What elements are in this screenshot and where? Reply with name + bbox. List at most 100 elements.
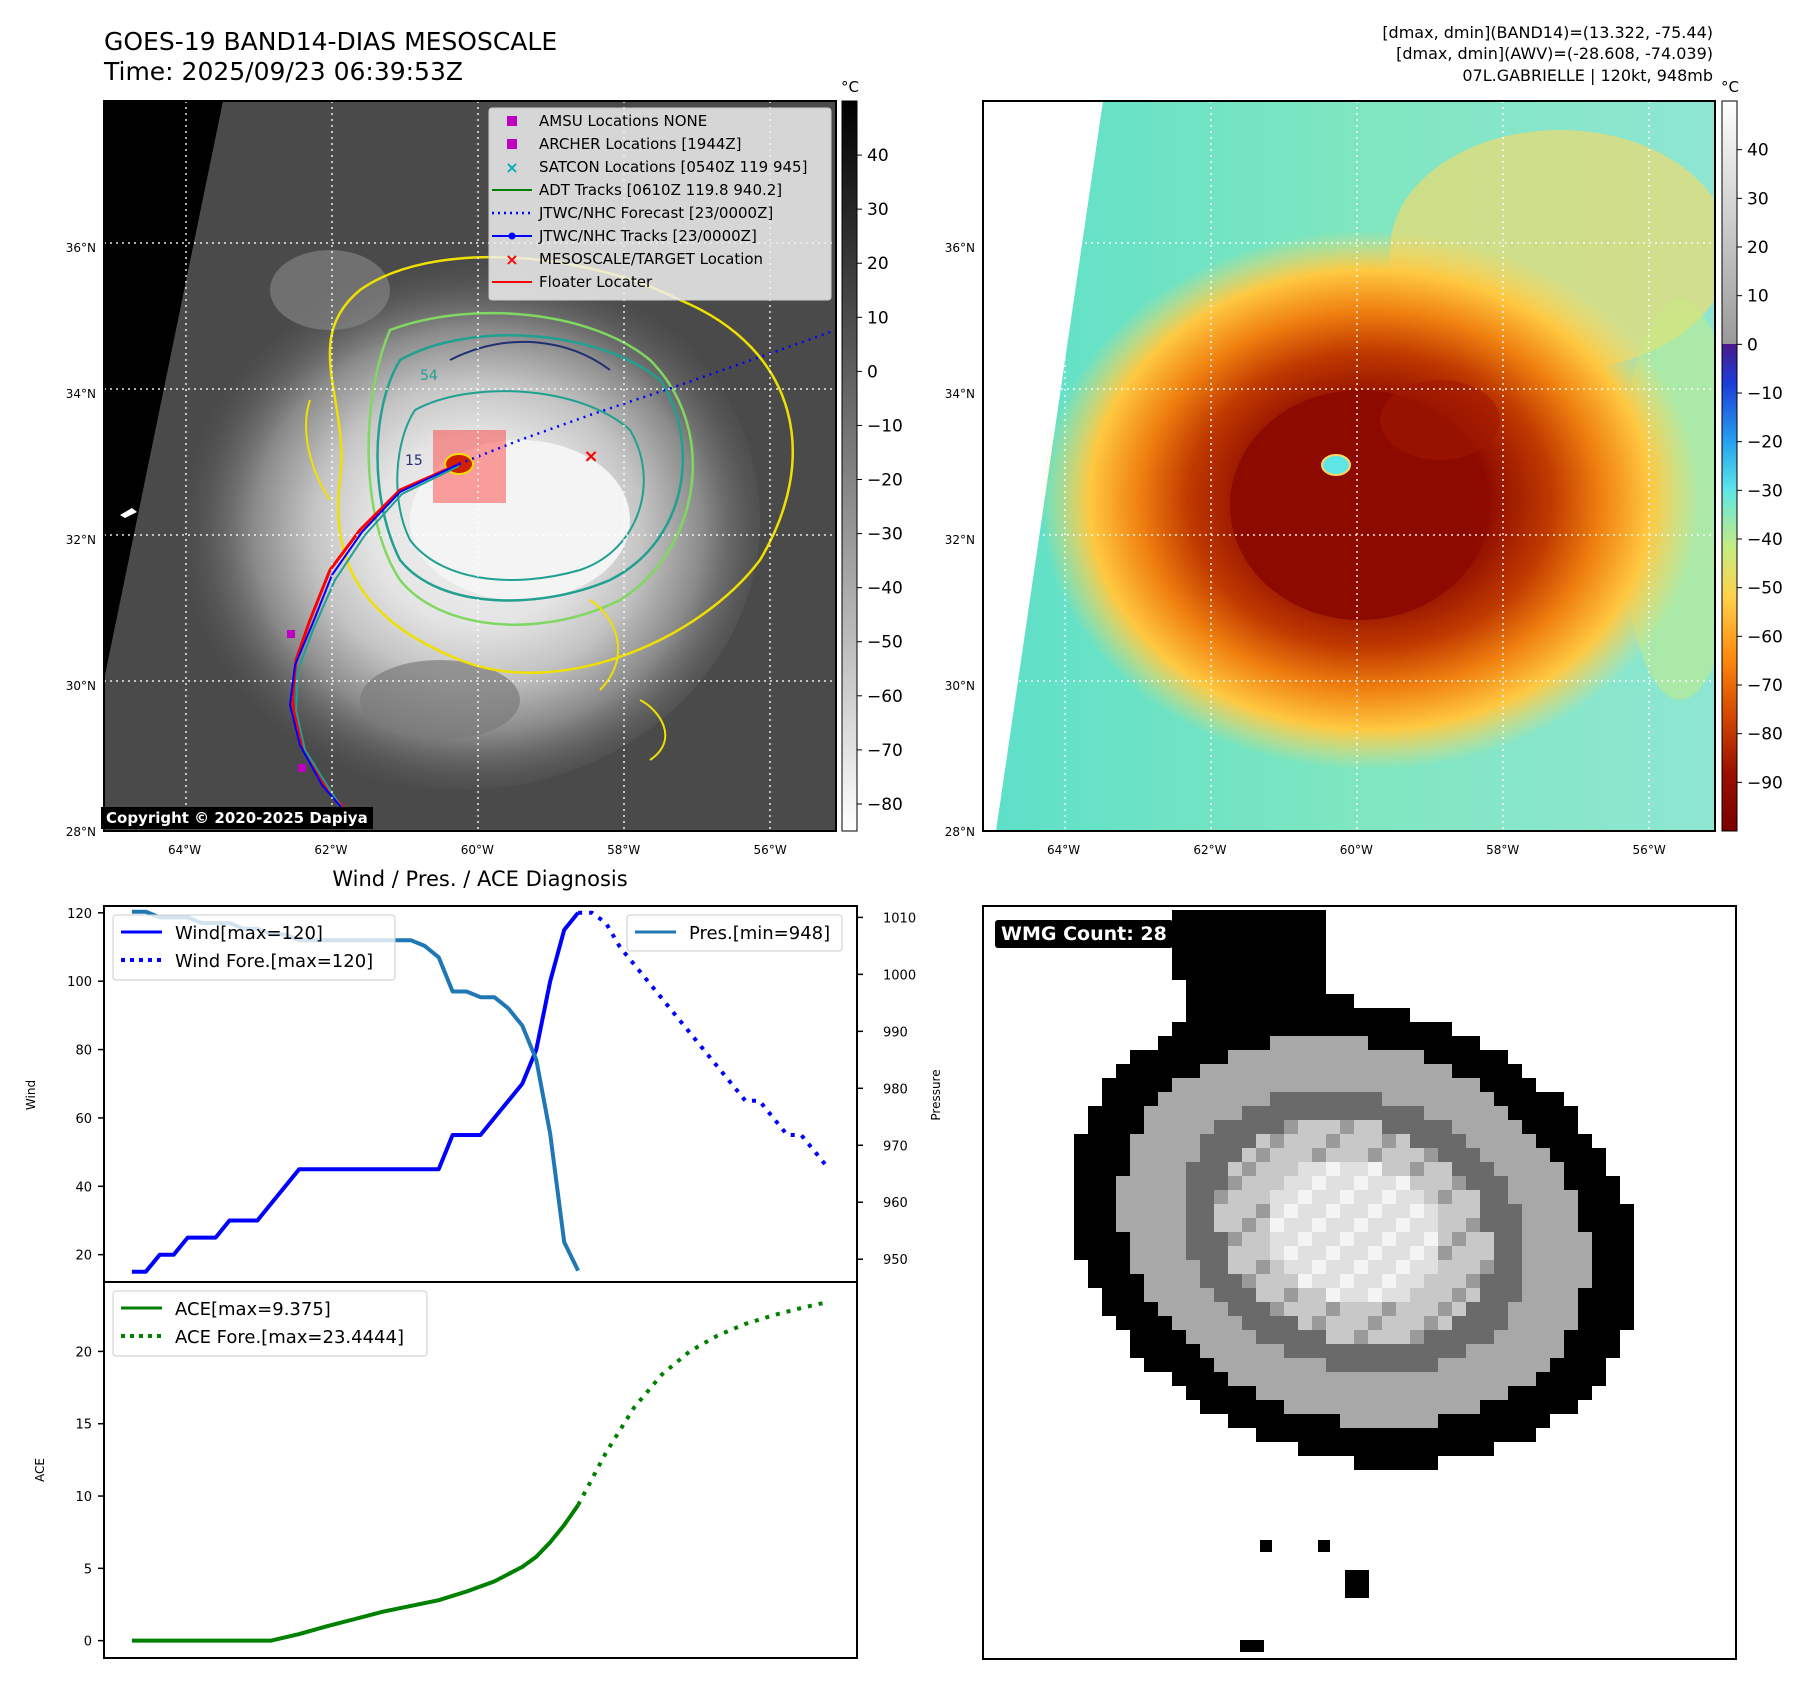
lat-tick-label: 34°N: [66, 387, 96, 401]
legend-item-label: JTWC/NHC Tracks [23/0000Z]: [538, 227, 757, 245]
series-line: [578, 910, 831, 1171]
colorbar-tick-label: −10: [1747, 384, 1783, 404]
wmg-panel: [982, 905, 1737, 1660]
y-tick-label: 60: [75, 1112, 92, 1127]
colorbar-tick-label: 40: [867, 146, 889, 166]
colorbar-tick-label: −30: [867, 525, 903, 545]
lon-tick-label: 56°W: [1633, 843, 1666, 857]
lat-tick-label: 32°N: [945, 533, 975, 547]
info-awv: [dmax, dmin](AWV)=(-28.608, -74.039): [1396, 44, 1713, 63]
map2-lat-labels: 36°N 34°N 32°N 30°N 28°N: [945, 241, 975, 839]
lon-tick-label: 62°W: [314, 843, 347, 857]
legend-item-label: MESOSCALE/TARGET Location: [539, 250, 763, 268]
legend-item-label: ARCHER Locations [1944Z]: [539, 135, 742, 153]
y-tick-label: 20: [75, 1345, 92, 1360]
lat-tick-label: 36°N: [945, 241, 975, 255]
colorbar-tick-label: −60: [1747, 627, 1783, 647]
colorbar-ir-unit: °C: [841, 78, 859, 96]
figure-title: GOES-19 BAND14-DIAS MESOSCALE: [104, 27, 557, 56]
lat-tick-label: 30°N: [66, 679, 96, 693]
y-tick-label: 15: [75, 1418, 92, 1433]
ace-fore-legend-label: ACE Fore.[max=23.4444]: [175, 1327, 404, 1348]
y-tick-label: 970: [883, 1139, 908, 1154]
colorbar-tick-label: −90: [1747, 773, 1783, 793]
ace-ylabel: ACE: [33, 1458, 47, 1482]
color-ir-panel-frame: [982, 100, 1716, 832]
y-tick-label: 990: [883, 1025, 908, 1040]
lat-tick-label: 28°N: [945, 825, 975, 839]
y-tick-label: 20: [75, 1249, 92, 1264]
legend-item-label: JTWC/NHC Forecast [23/0000Z]: [538, 204, 773, 222]
map1-lon-labels: 64°W 62°W 60°W 58°W 56°W: [168, 843, 787, 857]
svg-text:×: ×: [505, 250, 518, 269]
y-tick-label: 5: [84, 1562, 92, 1577]
colorbar-ir: °C 40 30 20 10 0 −10 −20 −30 −40 −50 −60 −70 −80: [841, 78, 903, 832]
svg-text:×: ×: [505, 158, 518, 177]
y-tick-label: 120: [67, 907, 92, 922]
figure-time: Time: 2025/09/23 06:39:53Z: [103, 57, 463, 86]
colorbar-tick-label: 20: [1747, 238, 1769, 258]
legend-item-label: SATCON Locations [0540Z 119 945]: [539, 158, 807, 176]
legend: AMSU Locations NONE ARCHER Locations [194…: [488, 107, 832, 301]
wind-legend-label: Wind[max=120]: [175, 923, 323, 944]
lon-tick-label: 56°W: [754, 843, 787, 857]
colorbar-tick-label: 30: [1747, 189, 1769, 209]
ace-legend: ACE[max=9.375] ACE Fore.[max=23.4444]: [112, 1290, 428, 1357]
colorbar-tick-label: −40: [1747, 530, 1783, 550]
lat-tick-label: 34°N: [945, 387, 975, 401]
series-line: [576, 1299, 830, 1507]
y-tick-label: 0: [84, 1635, 92, 1650]
svg-text:×: ×: [583, 446, 598, 467]
series-line: [131, 1503, 580, 1643]
lat-tick-label: 30°N: [945, 679, 975, 693]
ace-legend-label: ACE[max=9.375]: [175, 1299, 331, 1320]
y-tick-label: 80: [75, 1044, 92, 1059]
y-tick-label: 1010: [883, 911, 916, 926]
wmg-count-label: WMG Count: 28: [995, 920, 1173, 948]
colorbar-tick-label: 20: [867, 254, 889, 274]
y-tick-label: 980: [883, 1082, 908, 1097]
colorbar-tick-label: −20: [1747, 433, 1783, 453]
diag-title: Wind / Pres. / ACE Diagnosis: [332, 867, 627, 891]
colorbar-tick-label: −70: [867, 741, 903, 761]
copyright-label: Copyright © 2020-2025 Dapiya: [101, 807, 373, 829]
y-tick-label: 960: [883, 1196, 908, 1211]
lat-tick-label: 32°N: [66, 533, 96, 547]
colorbar-tick-label: −30: [1747, 481, 1783, 501]
wind-ylabel: Wind: [24, 1080, 38, 1110]
colorbar-tick-label: −50: [867, 633, 903, 653]
lon-tick-label: 58°W: [1486, 843, 1519, 857]
colorbar-tick-label: 0: [867, 362, 878, 382]
series-line: [131, 911, 580, 1274]
contour-label-54: 54: [420, 368, 438, 384]
y-tick-label: 100: [67, 975, 92, 990]
lon-tick-label: 62°W: [1193, 843, 1226, 857]
contour-label-15: 15: [405, 453, 423, 469]
colorbar-tick-label: 10: [1747, 287, 1769, 307]
legend-item-label: Floater Locater: [539, 273, 653, 291]
wind-fore-legend-label: Wind Fore.[max=120]: [175, 951, 373, 972]
colorbar-tick-label: −10: [867, 416, 903, 436]
colorbar-tick-label: −50: [1747, 579, 1783, 599]
colorbar-color-ir: °C 40 30 20 10 0 −10 −20 −30 −40 −50 −60 −70 −80 −90: [1721, 78, 1783, 832]
colorbar-tick-label: 0: [1747, 335, 1758, 355]
pressure-ylabel: Pressure: [929, 1069, 943, 1120]
y-tick-label: 950: [883, 1253, 908, 1268]
lon-tick-label: 58°W: [607, 843, 640, 857]
wind-legend: Wind[max=120] Wind Fore.[max=120]: [112, 914, 396, 981]
y-tick-label: 10: [75, 1490, 92, 1505]
y-tick-label: 1000: [883, 968, 916, 983]
ir-panel-frame: [103, 100, 837, 832]
pressure-legend: Pres.[min=948]: [626, 914, 843, 952]
map2-lon-labels: 64°W 62°W 60°W 58°W 56°W: [1047, 843, 1666, 857]
colorbar-tick-label: 10: [867, 308, 889, 328]
pressure-legend-label: Pres.[min=948]: [689, 923, 830, 944]
info-storm: 07L.GABRIELLE | 120kt, 948mb: [1462, 66, 1713, 85]
legend-item-label: ADT Tracks [0610Z 119.8 940.2]: [539, 181, 782, 199]
lat-tick-label: 28°N: [66, 825, 96, 839]
colorbar-color-ir-unit: °C: [1721, 78, 1739, 96]
map1-lat-labels: 36°N 34°N 32°N 30°N 28°N: [66, 241, 96, 839]
lon-tick-label: 64°W: [1047, 843, 1080, 857]
colorbar-tick-label: −80: [867, 795, 903, 815]
